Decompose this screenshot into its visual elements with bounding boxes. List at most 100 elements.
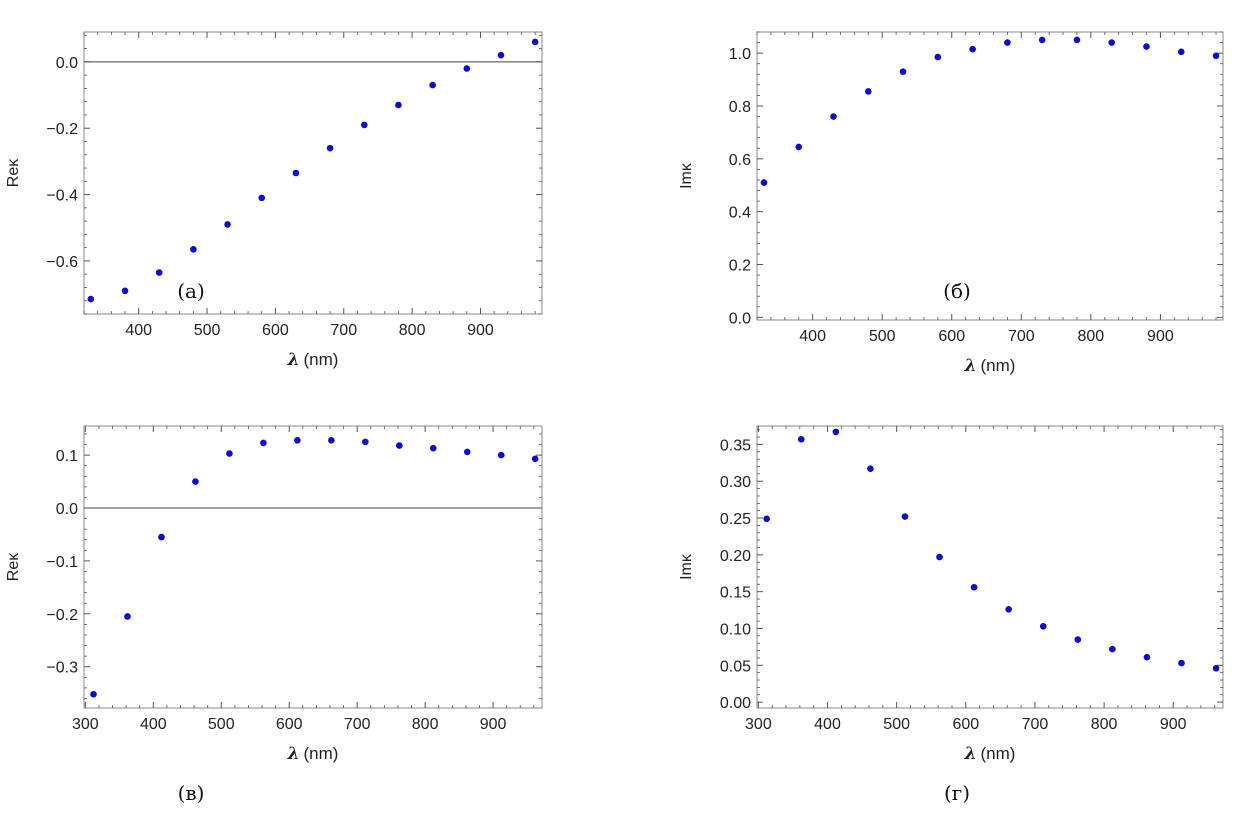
- data-point: [90, 690, 97, 698]
- y-tick-label: 0.15: [720, 585, 751, 602]
- y-tick-label: 0.1: [56, 448, 78, 465]
- x-tick-label: 600: [262, 322, 289, 339]
- data-point: [970, 583, 978, 591]
- data-point: [395, 101, 402, 109]
- data-point: [1143, 43, 1150, 50]
- x-tick-label: 500: [208, 716, 235, 733]
- x-axis-label: λ (nm): [287, 350, 339, 370]
- data-point: [531, 38, 539, 46]
- chart-panel-b: 400 500 600 700 800 900 0.0 0.2 0.4 0.6 0.8 1.0 λ (nm…: [620, 0, 1249, 410]
- x-tick-label: 600: [952, 716, 979, 733]
- data-point: [463, 448, 471, 456]
- plot-frame: [756, 31, 1224, 321]
- x-tick-label: 400: [799, 328, 826, 345]
- chart-svg-3: 300 400 500 600 700 800 900 0.00 0.05 0.10 0.15 0.2…: [678, 425, 1224, 805]
- y-tick-label: 0.4: [729, 205, 751, 222]
- x-tick-label: 500: [869, 328, 896, 345]
- x-axis-label: λ (nm): [964, 356, 1016, 376]
- chart-panel-c: 300 400 500 600 700 800 900 −0.3 −0.2 −0.1 0.0 0.1 λ…: [0, 410, 600, 819]
- x-tick-label: 300: [72, 716, 99, 733]
- data-point: [1074, 636, 1082, 643]
- plot-frame: [756, 425, 1224, 709]
- x-axis-symbol: λ: [287, 350, 300, 370]
- data-point: [969, 45, 976, 53]
- data-point: [326, 144, 334, 152]
- data-point: [864, 88, 872, 95]
- data-point: [292, 169, 300, 177]
- data-point: [497, 451, 505, 459]
- x-tick-label: 900: [1147, 328, 1174, 345]
- x-axis-unit: (nm): [980, 744, 1015, 763]
- data-point: [258, 194, 266, 202]
- y-tick-label: −0.6: [46, 254, 78, 271]
- data-point: [429, 81, 436, 89]
- data-point: [1177, 48, 1185, 56]
- y-tick-label: 0.2: [729, 258, 751, 275]
- data-point: [763, 515, 770, 523]
- data-point: [1073, 36, 1081, 44]
- chart-svg-2: 300 400 500 600 700 800 900 −0.3 −0.2 −0.1 0.0 0.1 λ…: [5, 425, 543, 805]
- x-axis-unit: (nm): [980, 356, 1015, 375]
- chart-panel-a: 400 500 600 700 800 900 −0.6 −0.4 −0.2 0.0 λ (nm) Re…: [0, 0, 600, 410]
- x-tick-label: 400: [814, 716, 841, 733]
- x-axis-label: λ (nm): [287, 744, 339, 764]
- data-point: [531, 455, 539, 463]
- data-point: [1109, 645, 1116, 653]
- x-tick-label: 400: [140, 716, 167, 733]
- y-tick-label: −0.2: [46, 121, 78, 138]
- panel-caption: (г): [944, 781, 970, 805]
- data-point: [1108, 39, 1116, 46]
- y-axis-label: Imκ: [678, 162, 695, 189]
- data-point: [760, 179, 768, 186]
- x-tick-label: 800: [412, 716, 439, 733]
- x-tick-label: 900: [480, 716, 507, 733]
- data-point: [395, 442, 403, 449]
- y-tick-label: 0.0: [729, 310, 751, 327]
- data-point: [934, 53, 942, 61]
- panel-caption: (в): [178, 781, 205, 805]
- panel-caption: (а): [177, 279, 205, 303]
- data-point: [121, 287, 129, 295]
- x-tick-label: 700: [344, 716, 371, 733]
- x-axis-unit: (nm): [303, 350, 338, 369]
- x-tick-label: 800: [1091, 716, 1118, 733]
- y-axis-label: Imκ: [678, 553, 695, 580]
- data-point: [360, 121, 368, 129]
- x-tick-label: 600: [276, 716, 303, 733]
- x-tick-label: 500: [194, 322, 221, 339]
- x-tick-label: 800: [399, 322, 426, 339]
- x-tick-label: 600: [938, 328, 965, 345]
- x-tick-label: 700: [330, 322, 357, 339]
- chart-panel-d: 300 400 500 600 700 800 900 0.00 0.05 0.10 0.15 0.2…: [620, 410, 1249, 819]
- data-point: [226, 450, 233, 457]
- x-tick-label: 300: [745, 716, 772, 733]
- x-tick-label: 700: [1008, 328, 1035, 345]
- data-point: [899, 68, 907, 75]
- data-point: [936, 553, 943, 561]
- data-point: [1212, 52, 1220, 60]
- data-point: [1143, 653, 1151, 661]
- y-tick-label: 0.0: [56, 501, 78, 518]
- data-point: [362, 438, 369, 446]
- data-point: [294, 436, 301, 444]
- data-point: [867, 465, 874, 473]
- x-tick-label: 800: [1077, 328, 1104, 345]
- x-axis-unit: (nm): [303, 744, 338, 763]
- plot-frame: [83, 31, 543, 315]
- y-tick-label: 0.20: [720, 548, 751, 565]
- y-tick-label: −0.1: [46, 554, 78, 571]
- data-point: [260, 439, 267, 447]
- x-axis-label: λ (nm): [964, 744, 1016, 764]
- x-axis-symbol: λ: [964, 744, 977, 764]
- x-tick-label: 700: [1022, 716, 1049, 733]
- data-point: [429, 444, 437, 452]
- data-point: [158, 533, 165, 541]
- y-tick-label: 0.00: [720, 695, 751, 712]
- chart-svg-1: 400 500 600 700 800 900 0.0 0.2 0.4 0.6 0.8 1.0 λ (nm…: [678, 31, 1224, 376]
- data-point: [795, 143, 803, 151]
- y-tick-label: 0.8: [729, 99, 751, 116]
- panel-caption: (б): [943, 279, 971, 303]
- x-axis-symbol: λ: [287, 744, 300, 764]
- data-point: [328, 436, 335, 444]
- y-tick-label: 0.30: [720, 474, 751, 491]
